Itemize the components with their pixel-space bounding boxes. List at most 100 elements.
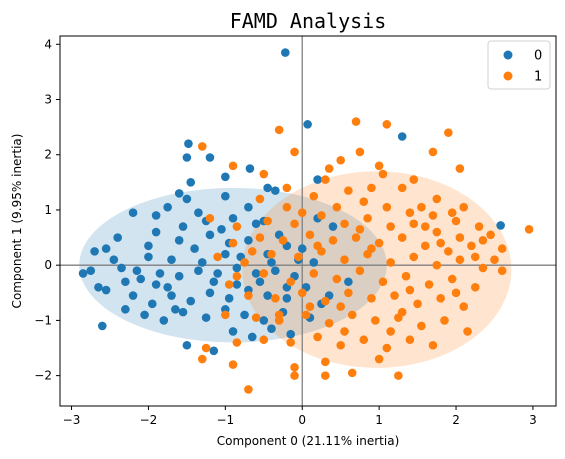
point-series-1 [259, 335, 269, 345]
point-series-0 [267, 258, 276, 267]
point-series-1 [382, 343, 392, 353]
point-series-0 [259, 316, 269, 325]
point-series-0 [184, 139, 193, 148]
y-tick-label: 3 [44, 93, 52, 107]
point-series-1 [282, 202, 292, 212]
point-series-0 [97, 321, 107, 331]
point-series-1 [455, 164, 465, 173]
point-series-1 [386, 258, 395, 267]
point-series-0 [86, 266, 96, 276]
point-series-0 [209, 346, 219, 356]
point-series-1 [397, 233, 407, 242]
x-axis-label: Component 0 (21.11% inertia) [217, 434, 400, 448]
point-series-0 [221, 249, 230, 259]
point-series-0 [255, 277, 265, 287]
point-series-0 [201, 313, 211, 322]
point-series-1 [321, 357, 330, 367]
point-series-1 [286, 277, 295, 287]
point-series-1 [451, 216, 461, 226]
point-series-0 [217, 224, 226, 234]
point-series-1 [328, 236, 338, 245]
point-series-1 [378, 169, 388, 179]
point-series-1 [386, 327, 395, 336]
point-series-0 [90, 247, 99, 256]
point-series-1 [332, 202, 342, 212]
point-series-1 [409, 252, 419, 262]
point-series-1 [228, 238, 238, 248]
point-series-1 [309, 269, 319, 278]
point-series-1 [405, 285, 415, 295]
point-series-0 [94, 282, 103, 292]
point-series-1 [305, 230, 315, 240]
point-series-1 [432, 227, 442, 237]
point-series-0 [163, 202, 172, 212]
point-series-0 [136, 274, 146, 284]
chart-title: FAMD Analysis [230, 9, 387, 33]
point-series-1 [286, 338, 295, 347]
point-series-1 [382, 202, 392, 212]
point-series-1 [405, 208, 415, 218]
point-series-0 [267, 324, 276, 333]
point-series-1 [340, 219, 349, 229]
point-series-1 [290, 363, 299, 372]
point-series-0 [209, 277, 219, 287]
point-series-1 [363, 213, 372, 223]
point-series-1 [347, 368, 357, 378]
point-series-1 [232, 222, 242, 231]
point-series-1 [344, 288, 353, 298]
point-series-1 [274, 310, 284, 320]
point-series-0 [232, 263, 242, 273]
legend: 01 [487, 40, 551, 90]
point-series-0 [147, 299, 157, 309]
reference-lines [60, 36, 556, 406]
point-series-0 [159, 316, 169, 325]
point-series-1 [367, 183, 376, 193]
point-series-0 [224, 294, 234, 303]
point-series-1 [321, 296, 330, 306]
legend-marker-0 [503, 50, 513, 60]
point-series-1 [197, 354, 207, 364]
point-series-0 [101, 285, 111, 295]
point-series-1 [340, 327, 349, 336]
point-series-1 [247, 247, 257, 256]
point-series-0 [174, 271, 184, 281]
point-series-1 [263, 216, 272, 226]
point-series-1 [332, 274, 342, 284]
point-series-1 [201, 343, 211, 353]
x-tick-label: −1 [216, 413, 234, 427]
point-series-1 [390, 291, 399, 300]
point-series-1 [359, 335, 369, 345]
point-series-1 [267, 249, 276, 259]
x-axis-ticks: −3 −2 −1 0 1 2 3 [63, 406, 537, 427]
point-series-1 [355, 147, 365, 157]
legend-box [487, 40, 551, 90]
point-series-1 [455, 255, 465, 264]
point-series-1 [344, 186, 353, 195]
point-series-0 [167, 255, 176, 264]
point-series-0 [205, 288, 215, 298]
point-series-0 [178, 222, 188, 231]
point-series-1 [367, 294, 376, 303]
point-series-1 [340, 255, 349, 264]
point-series-1 [370, 316, 380, 325]
point-series-0 [163, 282, 172, 292]
point-series-0 [205, 153, 215, 162]
point-series-1 [297, 208, 307, 218]
y-tick-label: 2 [44, 148, 52, 162]
point-series-1 [213, 252, 222, 262]
point-series-1 [432, 260, 442, 270]
confidence-ellipses [79, 171, 512, 368]
point-series-1 [228, 161, 238, 171]
point-series-1 [444, 128, 453, 137]
point-series-0 [213, 269, 222, 278]
point-series-0 [194, 208, 203, 218]
point-series-0 [117, 263, 126, 273]
point-series-1 [321, 371, 330, 380]
point-series-1 [470, 252, 480, 262]
point-series-1 [428, 211, 438, 220]
point-series-0 [245, 164, 255, 173]
point-series-1 [324, 318, 334, 328]
point-series-1 [447, 208, 457, 218]
point-series-0 [140, 310, 149, 320]
point-series-0 [128, 208, 138, 218]
